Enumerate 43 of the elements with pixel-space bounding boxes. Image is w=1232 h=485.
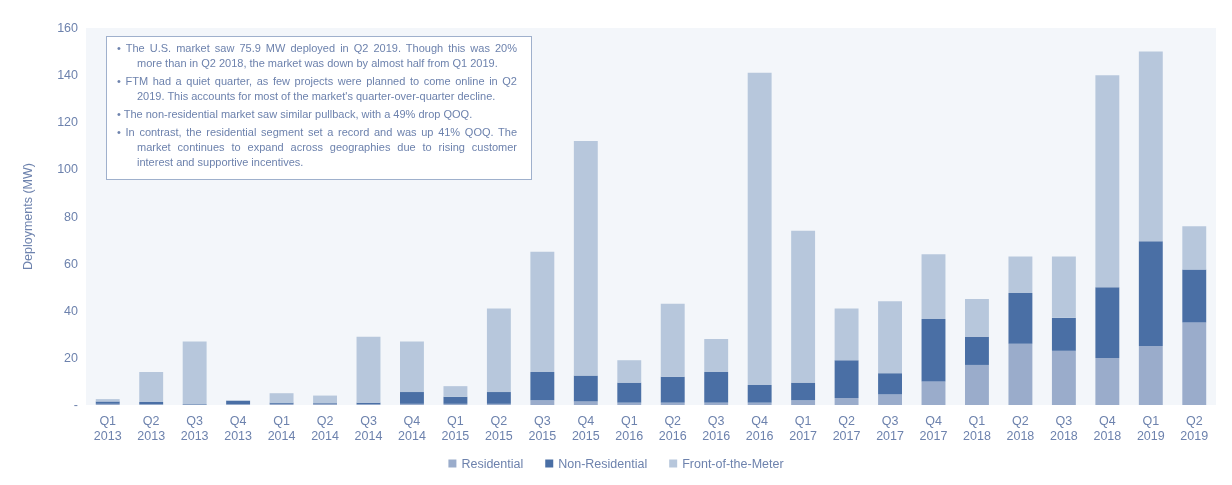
- y-tick-label: 40: [64, 303, 79, 318]
- x-tick-label: Q2 2018: [1006, 413, 1035, 443]
- x-tick-label: Q4 2014: [398, 413, 426, 443]
- x-tick-label: Q2 2013: [137, 413, 166, 443]
- x-tick-label: Q2 2017: [832, 413, 861, 443]
- x-tick-label: Q4 2016: [745, 413, 774, 443]
- y-axis-title: Deployments (MW): [20, 163, 35, 270]
- x-tick-label: Q1 2014: [267, 413, 296, 443]
- x-tick-label: Q3 2016: [702, 413, 731, 443]
- y-tick-label: 60: [64, 256, 79, 271]
- x-tick-label: Q1 2016: [615, 413, 644, 443]
- x-tick-label: Q3 2015: [528, 413, 557, 443]
- x-tick-label: Q3 2014: [354, 413, 383, 443]
- annotation: • The non-residential market saw similar pullback, with a 49% drop QOQ.: [117, 107, 474, 122]
- x-tick-label: Q1 2019: [1136, 413, 1165, 443]
- x-tick-label: Q3 2013: [180, 413, 209, 443]
- x-tick-label: Q3 2017: [876, 413, 904, 443]
- x-tick-label: Q4 2017: [919, 413, 948, 443]
- annotation: • The U.S. market saw 75.9 MW deployed in Q2 2019. Though this was 20% more than in Q2 2018, the market was down by almost half from Q1 2019.: [117, 41, 517, 71]
- x-tick-label: Q4 2013: [224, 413, 253, 443]
- y-tick-label: 160: [57, 21, 79, 35]
- x-tick-label: Q1 2013: [93, 413, 122, 443]
- x-tick-label: Q3 2018: [1049, 413, 1078, 443]
- x-tick-label: Q4 2015: [571, 413, 600, 443]
- legend-label: Residential: [461, 456, 524, 471]
- annotation: • FTM had a quiet quarter, as few projects were planned to come online in Q2 2019. This accounts for most of the market's quarter-over-quarter decline.: [117, 74, 517, 104]
- x-tick-label: Q1 2015: [441, 413, 470, 443]
- x-tick-label: Q1 2017: [789, 413, 818, 443]
- y-tick-label: 120: [57, 115, 79, 130]
- annotation: • In contrast, the residential segment set a record and was up 41% QOQ. The market continues to expand across geographies due to rising customer interest and supportive incentives.: [117, 125, 517, 170]
- y-tick-label: -: [73, 398, 78, 412]
- x-tick-label: Q4 2018: [1093, 413, 1122, 443]
- x-tick-label: Q2 2019: [1180, 413, 1209, 443]
- x-tick-label: Q1 2018: [963, 413, 991, 443]
- legend-label: Front-of-the-Meter: [682, 456, 784, 471]
- y-tick-label: 80: [64, 209, 79, 224]
- y-tick-label: 100: [57, 162, 79, 177]
- x-tick-label: Q2 2016: [658, 413, 687, 443]
- x-tick-label: Q2 2014: [311, 413, 339, 443]
- legend-label: Non-Residential: [558, 456, 648, 471]
- y-tick-label: 20: [64, 350, 79, 365]
- y-tick-label: 140: [57, 68, 79, 83]
- x-tick-label: Q2 2015: [484, 413, 513, 443]
